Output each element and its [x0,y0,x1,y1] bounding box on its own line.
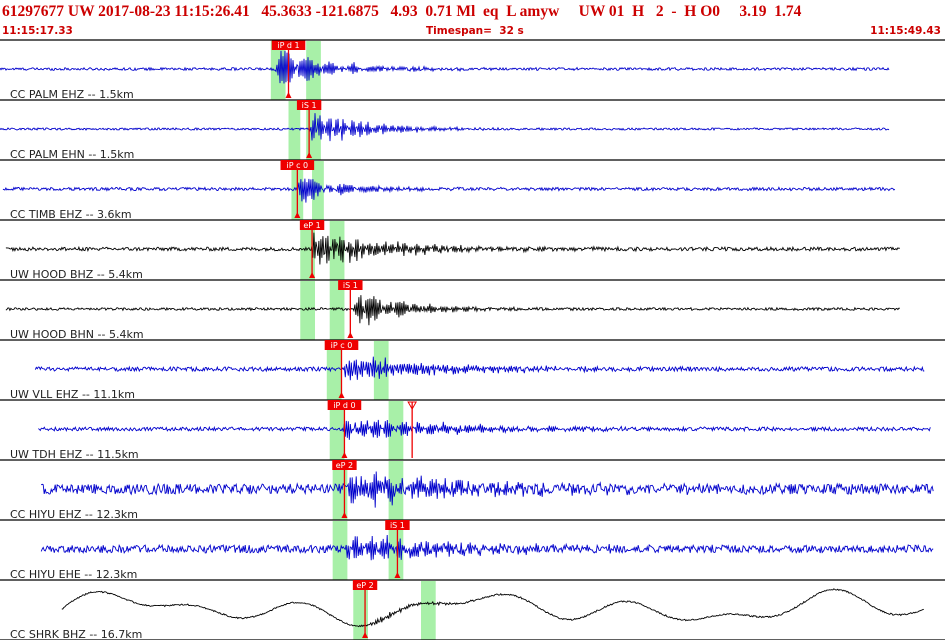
pick-window [326,341,342,400]
pick-label: iS 1 [343,281,358,290]
station-label: CC TIMB EHZ -- 3.6km [10,208,132,221]
pick-label: iS 1 [390,521,405,530]
waveform [34,356,925,381]
trace-row[interactable]: iP c 0 CC TIMB EHZ -- 3.6km [0,160,945,221]
pick-label-box [385,520,410,530]
station-label: CC HIYU EHE -- 12.3km [10,568,137,581]
trace-row[interactable]: iP d 0 UW TDH EHZ -- 11.5km [0,400,945,461]
pick-window [329,281,345,340]
pick-window [300,221,315,280]
pick-label-box [271,40,306,50]
start-time-label: 11:15:17.33 [2,25,73,37]
trace-row[interactable]: iP c 0 UW VLL EHZ -- 11.1km [0,340,945,401]
pick-arrow [338,392,345,398]
pick-arrow [362,632,369,638]
pick-window [300,281,315,340]
waveform [0,113,890,142]
event-summary-title: 61297677 UW 2017-08-23 11:15:26.41 45.36… [2,3,802,20]
pick-label: iP d 1 [277,41,299,50]
waveform [5,232,901,265]
trace-row[interactable]: iS 1 CC HIYU EHE -- 12.3km [0,520,945,581]
trace-row[interactable]: iS 1 UW HOOD BHN -- 5.4km [0,280,945,341]
station-label: CC SHRK BHZ -- 16.7km [10,628,142,640]
station-label: UW TDH EHZ -- 11.5km [10,448,139,461]
pick-label: eP 1 [303,221,320,230]
timespan-label: Timespan= 32 s [426,25,524,37]
pick-arrow [347,332,354,338]
trace-row[interactable]: iS 1 CC PALM EHN -- 1.5km [0,100,945,161]
station-label: UW HOOD BHN -- 5.4km [10,328,144,341]
station-label: CC HIYU EHZ -- 12.3km [10,508,138,521]
pick-label: iP c 0 [331,341,353,350]
trace-row[interactable]: eP 1 UW HOOD BHZ -- 5.4km [0,220,945,281]
trace-row[interactable]: eP 2 CC HIYU EHZ -- 12.3km [0,460,945,521]
pick-arrow [341,452,348,458]
pick-label-box [352,580,378,590]
waveform [0,50,890,84]
pick-label-box [280,160,315,170]
pick-label: iP d 0 [333,401,355,410]
pick-window [329,221,345,280]
station-label: CC PALM EHN -- 1.5km [10,148,134,161]
pick-arrow [341,512,348,518]
pick-label: iS 1 [302,101,317,110]
station-label: UW HOOD BHZ -- 5.4km [10,268,143,281]
waveform [2,178,896,203]
pick-arrow [294,212,301,218]
waveform [5,295,900,326]
pick-label-box [324,340,359,350]
pick-arrow [306,152,313,158]
end-time-label: 11:15:49.43 [870,25,941,37]
pick-flag [407,401,418,411]
waveform [40,534,934,561]
station-label: UW VLL EHZ -- 11.1km [10,388,135,401]
pick-label-box [296,100,322,110]
waveform [38,419,931,440]
pick-arrow [285,92,292,98]
waveform [40,471,934,508]
pick-label: eP 2 [336,461,353,470]
trace-row[interactable]: eP 2 CC SHRK BHZ -- 16.7km [0,580,945,640]
pick-window [388,521,404,580]
pick-window [329,401,345,460]
pick-label-box [299,220,325,230]
pick-window [288,101,301,160]
station-label: CC PALM EHZ -- 1.5km [10,88,134,101]
pick-label-box [338,280,363,290]
event-header: 61297677 UW 2017-08-23 11:15:26.41 45.36… [0,0,945,40]
waveform [61,588,924,628]
pick-window [420,581,436,640]
pick-label: eP 2 [356,581,373,590]
pick-label-box [327,400,362,410]
pick-arrow [394,572,401,578]
pick-label: iP c 0 [287,161,309,170]
trace-row[interactable]: iP d 1 CC PALM EHZ -- 1.5km [0,40,945,101]
pick-arrow [309,272,316,278]
pick-label-box [332,460,357,470]
